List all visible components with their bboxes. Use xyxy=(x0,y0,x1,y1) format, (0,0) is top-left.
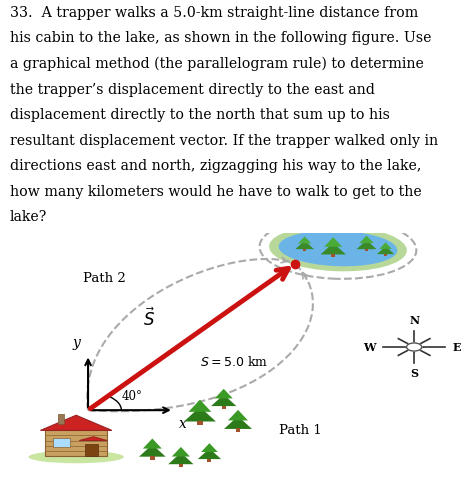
Polygon shape xyxy=(198,449,221,459)
Bar xyxy=(208,459,211,462)
Polygon shape xyxy=(188,399,211,412)
Text: W: W xyxy=(364,342,376,352)
Bar xyxy=(58,414,64,424)
Text: his cabin to the lake, as shown in the following figure. Use: his cabin to the lake, as shown in the f… xyxy=(10,32,431,45)
Text: lake?: lake? xyxy=(10,210,47,225)
Bar xyxy=(384,254,387,256)
Polygon shape xyxy=(168,452,194,464)
Polygon shape xyxy=(201,443,218,452)
Text: E: E xyxy=(452,342,461,352)
Polygon shape xyxy=(357,240,377,249)
Text: y: y xyxy=(72,335,80,349)
Bar xyxy=(178,464,183,467)
Polygon shape xyxy=(320,243,346,255)
Polygon shape xyxy=(211,395,237,406)
Polygon shape xyxy=(298,236,311,243)
Bar xyxy=(53,438,70,447)
Text: a graphical method (the parallelogram rule) to determine: a graphical method (the parallelogram ru… xyxy=(10,57,423,71)
Polygon shape xyxy=(224,416,252,429)
Polygon shape xyxy=(79,437,107,440)
Polygon shape xyxy=(359,236,374,243)
Bar xyxy=(150,456,155,460)
Polygon shape xyxy=(139,445,166,457)
Polygon shape xyxy=(377,246,394,254)
Ellipse shape xyxy=(278,230,397,266)
Polygon shape xyxy=(228,410,248,420)
Text: Path 2: Path 2 xyxy=(83,272,126,285)
Bar xyxy=(221,406,226,409)
Bar xyxy=(45,431,107,456)
Text: x: x xyxy=(179,417,187,431)
Text: $\vec{S}$: $\vec{S}$ xyxy=(143,308,155,330)
Polygon shape xyxy=(172,447,190,456)
Bar xyxy=(236,428,240,432)
Bar xyxy=(331,254,336,258)
Text: S: S xyxy=(410,368,418,380)
Ellipse shape xyxy=(269,226,407,271)
Polygon shape xyxy=(324,237,342,247)
Text: the trapper’s displacement directly to the east and: the trapper’s displacement directly to t… xyxy=(10,83,375,97)
Bar xyxy=(197,421,203,425)
Text: displacement directly to the north that sum up to his: displacement directly to the north that … xyxy=(10,108,389,122)
Polygon shape xyxy=(184,407,216,421)
Circle shape xyxy=(407,343,422,351)
Text: N: N xyxy=(409,314,419,326)
Bar xyxy=(85,444,98,456)
Polygon shape xyxy=(215,389,233,399)
Text: $S = 5.0$ km: $S = 5.0$ km xyxy=(200,355,268,369)
Polygon shape xyxy=(143,438,162,449)
Ellipse shape xyxy=(29,451,124,463)
Text: directions east and north, zigzagging his way to the lake,: directions east and north, zigzagging hi… xyxy=(10,159,421,174)
Bar xyxy=(365,249,368,251)
Text: 33.  A trapper walks a 5.0-km straight-line distance from: 33. A trapper walks a 5.0-km straight-li… xyxy=(10,6,418,20)
Polygon shape xyxy=(40,415,112,431)
Text: Path 1: Path 1 xyxy=(278,424,321,437)
Text: resultant displacement vector. If the trapper walked only in: resultant displacement vector. If the tr… xyxy=(10,134,437,148)
Polygon shape xyxy=(295,241,314,249)
Text: how many kilometers would he have to walk to get to the: how many kilometers would he have to wal… xyxy=(10,185,421,199)
Bar xyxy=(303,249,306,251)
Text: 40°: 40° xyxy=(121,390,142,402)
Polygon shape xyxy=(379,243,392,249)
